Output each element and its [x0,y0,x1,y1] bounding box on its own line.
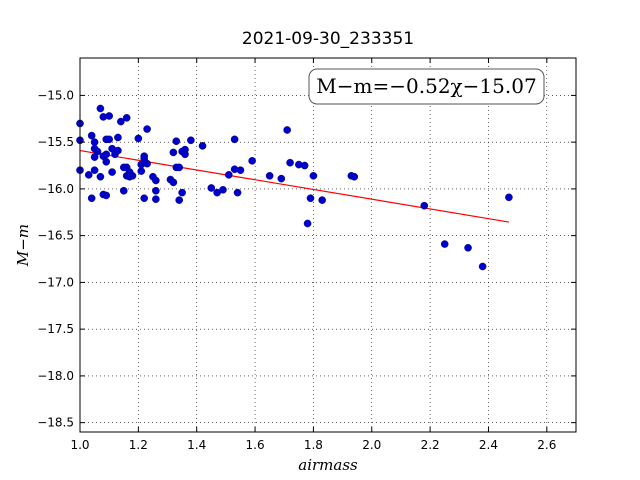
x-tick-label: 2.2 [421,438,440,452]
data-point [143,159,151,168]
x-tick-label: 1.6 [246,438,265,452]
data-point [175,163,183,172]
axis-ticks [79,58,576,432]
plot-frame [79,57,577,433]
data-point [440,240,449,248]
x-tick-labels: 1.0 1.2 1.4 1.6 1.8 2.0 2.2 2.4 2.6 [70,438,556,452]
data-point [181,150,189,159]
y-tick-label: −18.5 [37,416,74,430]
data-point [137,167,146,175]
data-point [169,148,178,157]
data-point [122,114,131,122]
data-point [96,104,105,113]
data-point [175,196,183,204]
data-point [306,194,315,203]
x-tick-label: 1.8 [304,438,323,452]
fit-annotation: M−m=−0.52χ−15.07 [308,68,545,105]
data-point [464,244,472,252]
fit-line [79,149,509,223]
data-point [286,158,294,167]
data-point [134,134,143,143]
data-point [172,137,181,146]
data-point [303,219,312,228]
data-point [207,184,216,192]
data-point [300,161,309,170]
annotation-box [308,68,545,105]
data-point [152,186,160,195]
x-tick-label: 1.0 [70,438,89,452]
data-point [114,133,122,142]
data-point [505,193,513,202]
y-tick-labels: −15.0 −15.5 −16.0 −16.5 −17.0 −17.5 −18.0 −18.5 [37,88,74,429]
data-point [93,147,102,156]
data-point [105,135,113,144]
y-tick-label: −17.0 [37,275,74,289]
data-point [114,146,122,155]
data-point [87,194,96,203]
fit-line-layer [79,149,509,223]
data-point [224,171,233,179]
data-point [87,131,96,140]
data-point [105,112,113,120]
data-point [102,157,111,166]
data-point [198,142,207,150]
data-point [140,194,148,203]
data-point [265,172,274,180]
y-axis-label: M−m [14,224,32,267]
data-point [152,195,160,203]
data-point [283,126,291,134]
chart-title: 2021-09-30_233351 [242,29,414,49]
data-point [152,176,160,185]
y-tick-label: −15.0 [37,88,74,102]
data-point [96,172,105,181]
data-point [119,186,128,195]
y-tick-label: −16.0 [37,182,74,196]
data-point [102,150,111,159]
data-point [178,188,186,197]
x-tick-label: 2.0 [362,438,381,452]
data-point [143,125,151,133]
data-point [309,172,318,180]
data-point [350,172,359,181]
data-point [318,196,326,204]
data-point [236,166,245,174]
data-point [248,157,256,165]
data-point [90,138,99,146]
data-point [233,188,242,197]
data-point [108,168,116,176]
x-axis-label: airmass [298,456,358,474]
plot-background [80,58,576,432]
y-tick-label: −18.0 [37,369,74,383]
x-tick-label: 1.2 [129,438,148,452]
data-point [420,201,429,210]
data-point [102,191,111,200]
data-point [187,136,195,145]
x-tick-label: 1.4 [187,438,206,452]
data-point [219,186,227,194]
data-point [230,135,239,144]
data-point [277,174,286,183]
y-tick-label: −17.5 [37,322,74,336]
annotation-text: M−m=−0.52χ−15.07 [316,74,536,98]
data-points [76,104,513,271]
y-tick-label: −16.5 [37,229,74,243]
data-point [84,171,93,179]
data-point [478,262,487,271]
data-point [128,172,137,180]
plot-area: M−m=−0.52χ−15.07 [76,57,577,433]
x-tick-label: 2.4 [479,438,498,452]
x-tick-label: 2.6 [537,438,556,452]
data-point [90,166,99,174]
data-point [117,117,125,126]
data-point [169,178,178,187]
y-tick-label: −15.5 [37,135,74,149]
